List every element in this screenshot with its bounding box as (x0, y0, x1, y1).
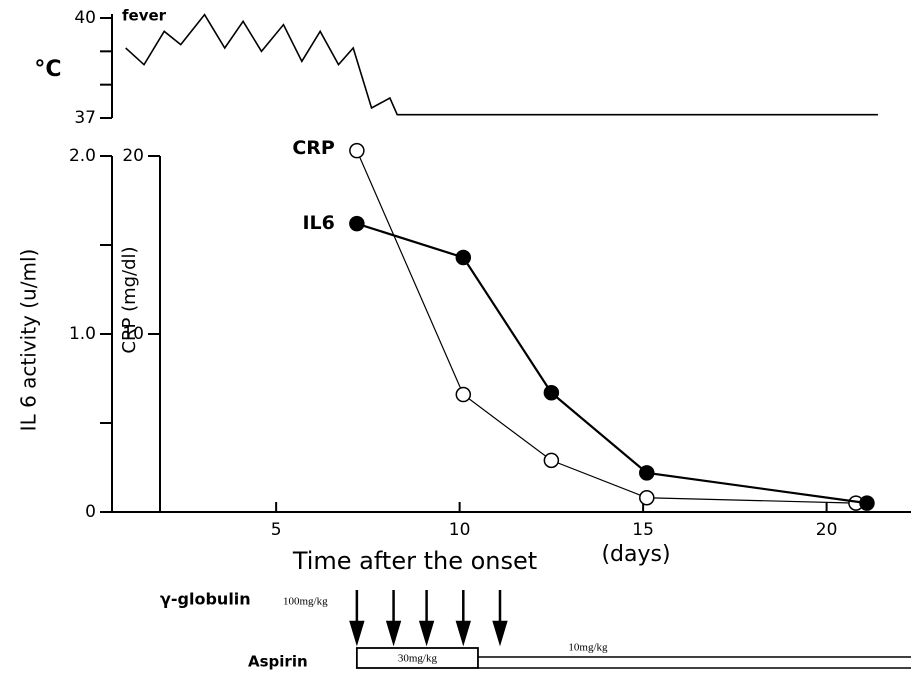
aspirin-dose: 10mg/kg (568, 642, 608, 654)
y-tick-label: 0 (85, 502, 96, 522)
dose-arrow (385, 590, 402, 647)
data-point (859, 495, 875, 511)
y-axis-label: IL 6 activity (u/ml) (17, 249, 41, 432)
dose-arrow (418, 590, 435, 647)
x-tick-label: 20 (816, 520, 838, 540)
x-axis-label: Time after the onset (292, 547, 537, 575)
x-tick-label: 10 (449, 520, 471, 540)
gamma-globulin-dose: 100mg/kg (283, 596, 328, 608)
series-line (125, 13, 878, 116)
aspirin-phase (477, 656, 911, 669)
y-tick-label: 40 (74, 8, 96, 28)
data-point (543, 384, 560, 401)
y-tick-label: 10 (122, 324, 144, 344)
fever-label: fever (122, 7, 167, 25)
series-line (356, 150, 856, 504)
x-axis-unit: (days) (601, 542, 670, 567)
y2-axis-label: CRP (mg/dl) (119, 246, 140, 353)
aspirin-phase (355, 647, 479, 669)
data-point (349, 215, 365, 232)
data-point (543, 452, 560, 469)
y-tick-label: 1.0 (69, 324, 96, 344)
temp-axis-label: °C (34, 57, 61, 82)
y-tick-label: 20 (122, 146, 144, 166)
dose-arrow (349, 590, 365, 647)
data-point (455, 249, 472, 266)
data-point (639, 490, 655, 506)
y-tick-label: 37 (74, 108, 96, 128)
aspirin-label: Aspirin (248, 653, 308, 671)
data-point (455, 386, 472, 403)
series-label: IL6 (302, 212, 334, 234)
gamma-globulin-label: γ-globulin (160, 590, 251, 609)
x-tick-label: 15 (632, 520, 654, 540)
series-label: CRP (292, 137, 335, 159)
series-line (356, 222, 868, 505)
dose-arrow (455, 590, 471, 647)
x-tick-label: 5 (271, 520, 282, 540)
aspirin-dose: 30mg/kg (398, 653, 438, 665)
data-point (349, 142, 365, 159)
data-point (639, 465, 655, 481)
dose-arrow (492, 590, 508, 647)
y-tick-label: 2.0 (69, 146, 96, 166)
